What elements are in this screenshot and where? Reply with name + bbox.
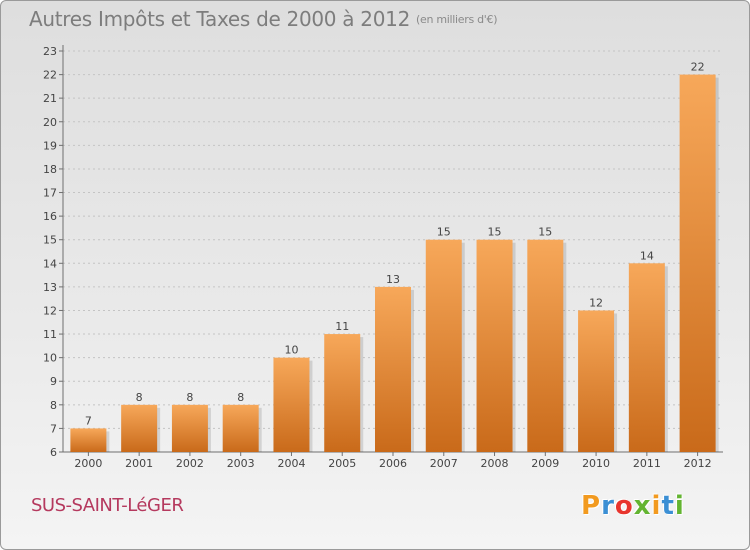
data-label: 15 xyxy=(538,226,552,239)
chart-subtitle: (en milliers d'€) xyxy=(416,13,498,26)
data-label: 8 xyxy=(237,391,244,404)
x-tick-label: 2000 xyxy=(74,457,102,470)
bar xyxy=(628,263,665,452)
y-tick-label: 9 xyxy=(50,375,57,388)
bar xyxy=(222,404,259,452)
bar xyxy=(273,357,310,452)
x-tick-label: 2007 xyxy=(430,457,458,470)
logo-letter: P xyxy=(581,491,602,521)
logo-letter: i xyxy=(651,491,662,521)
bar xyxy=(324,334,361,452)
y-tick-label: 18 xyxy=(43,163,57,176)
y-tick-label: 20 xyxy=(43,116,57,129)
x-tick-label: 2008 xyxy=(481,457,509,470)
bar xyxy=(121,404,158,452)
y-tick-label: 14 xyxy=(43,257,57,270)
x-tick-label: 2006 xyxy=(379,457,407,470)
x-tick-label: 2003 xyxy=(227,457,255,470)
y-tick-label: 22 xyxy=(43,69,57,82)
town-name: SUS-SAINT-LéGER xyxy=(31,495,184,516)
data-label: 8 xyxy=(136,391,143,404)
proxiti-logo: Proxiti xyxy=(581,491,685,521)
data-label: 15 xyxy=(488,226,502,239)
y-tick-label: 15 xyxy=(43,234,57,247)
data-label: 22 xyxy=(691,61,705,74)
bar xyxy=(375,286,411,452)
logo-letter: i xyxy=(674,491,685,521)
y-tick-label: 19 xyxy=(43,139,57,152)
x-tick-label: 2010 xyxy=(582,457,610,470)
y-tick-label: 16 xyxy=(43,210,57,223)
logo-letter: t xyxy=(661,491,675,521)
x-tick-label: 2002 xyxy=(176,457,204,470)
x-tick-label: 2005 xyxy=(328,457,356,470)
bar xyxy=(70,428,107,452)
bar xyxy=(476,239,513,452)
logo-letter: o xyxy=(614,491,634,521)
x-tick-label: 2004 xyxy=(277,457,305,470)
y-tick-label: 12 xyxy=(43,304,57,317)
data-label: 13 xyxy=(386,273,400,286)
data-label: 7 xyxy=(85,414,92,427)
data-label: 10 xyxy=(284,344,298,357)
x-tick-label: 2001 xyxy=(125,457,153,470)
x-tick-label: 2009 xyxy=(531,457,559,470)
data-label: 11 xyxy=(335,320,349,333)
logo-letter: x xyxy=(633,491,652,521)
y-tick-label: 6 xyxy=(50,446,57,459)
bar xyxy=(527,239,564,452)
x-tick-label: 2011 xyxy=(633,457,661,470)
bar xyxy=(679,74,716,453)
data-label: 8 xyxy=(186,391,193,404)
y-tick-label: 13 xyxy=(43,281,57,294)
bar xyxy=(578,310,615,452)
x-tick-label: 2012 xyxy=(684,457,712,470)
data-label: 15 xyxy=(437,226,451,239)
y-tick-label: 11 xyxy=(43,328,57,341)
y-tick-label: 10 xyxy=(43,352,57,365)
bar xyxy=(171,404,208,452)
y-tick-label: 21 xyxy=(43,92,57,105)
bar xyxy=(425,239,462,452)
logo-letter: r xyxy=(601,491,615,521)
y-tick-label: 17 xyxy=(43,187,57,200)
data-label: 12 xyxy=(589,296,603,309)
chart-title-text: Autres Impôts et Taxes de 2000 à 2012 xyxy=(29,7,410,31)
y-tick-label: 7 xyxy=(50,422,57,435)
chart-title: Autres Impôts et Taxes de 2000 à 2012 (en… xyxy=(29,7,497,31)
y-tick-label: 23 xyxy=(43,45,57,58)
y-tick-label: 8 xyxy=(50,399,57,412)
data-label: 14 xyxy=(640,249,654,262)
